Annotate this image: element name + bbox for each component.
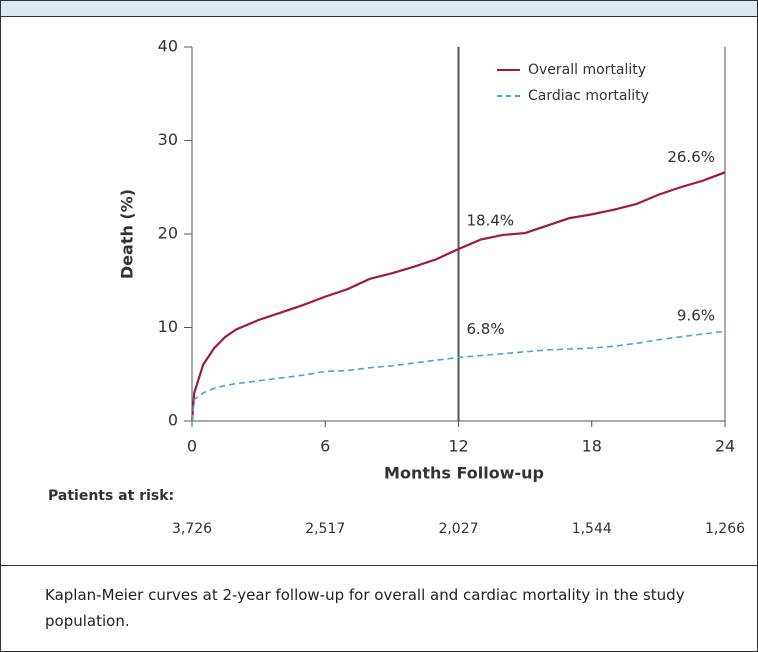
annotation: 26.6% bbox=[667, 148, 715, 166]
y-tick-label: 40 bbox=[158, 37, 178, 56]
y-tick-label: 10 bbox=[158, 317, 178, 336]
annotation: 18.4% bbox=[467, 211, 515, 229]
annotation: 9.6% bbox=[677, 307, 715, 325]
x-tick-label: 12 bbox=[448, 437, 468, 456]
x-axis-label: Months Follow-up bbox=[384, 464, 544, 483]
annotation: 6.8% bbox=[467, 320, 505, 338]
x-tick-label: 24 bbox=[715, 437, 735, 456]
caption: Kaplan-Meier curves at 2-year follow-up … bbox=[45, 586, 685, 630]
x-tick-label: 18 bbox=[582, 437, 602, 456]
legend-label: Cardiac mortality bbox=[528, 88, 649, 104]
y-tick-label: 30 bbox=[158, 130, 178, 149]
legend-label: Overall mortality bbox=[528, 62, 646, 78]
y-axis-label: Death (%) bbox=[118, 189, 137, 279]
x-tick-label: 0 bbox=[187, 437, 197, 456]
x-tick-label: 6 bbox=[320, 437, 330, 456]
risk-value: 2,517 bbox=[305, 521, 345, 537]
header-band bbox=[0, 0, 758, 17]
risk-value: 1,266 bbox=[705, 521, 745, 537]
series-line bbox=[191, 330, 726, 422]
y-tick-label: 0 bbox=[168, 411, 178, 430]
risk-value: 3,726 bbox=[172, 521, 212, 537]
risk-value: 2,027 bbox=[438, 521, 478, 537]
risk-value: 1,544 bbox=[572, 521, 612, 537]
series-line bbox=[190, 171, 726, 422]
y-tick-label: 20 bbox=[158, 224, 178, 243]
risk-label: Patients at risk: bbox=[48, 488, 174, 504]
